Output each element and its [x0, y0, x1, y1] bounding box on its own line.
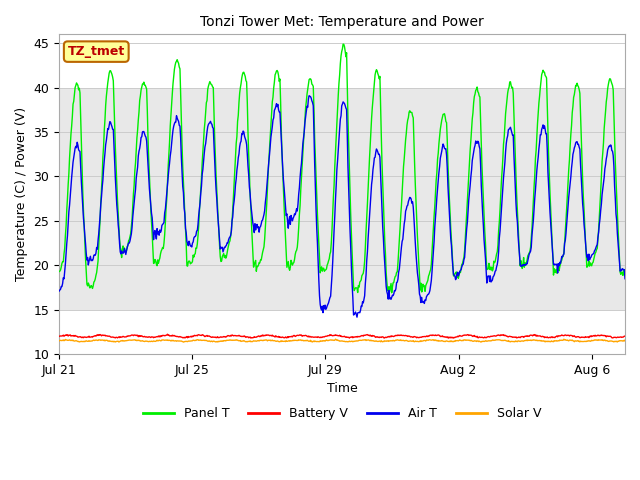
Legend: Panel T, Battery V, Air T, Solar V: Panel T, Battery V, Air T, Solar V: [138, 402, 547, 425]
Bar: [59, 88, 625, 310]
Y-axis label: Temperature (C) / Power (V): Temperature (C) / Power (V): [15, 107, 28, 281]
Text: TZ_tmet: TZ_tmet: [68, 45, 125, 58]
X-axis label: Time: Time: [326, 383, 358, 396]
Title: Tonzi Tower Met: Temperature and Power: Tonzi Tower Met: Temperature and Power: [200, 15, 484, 29]
